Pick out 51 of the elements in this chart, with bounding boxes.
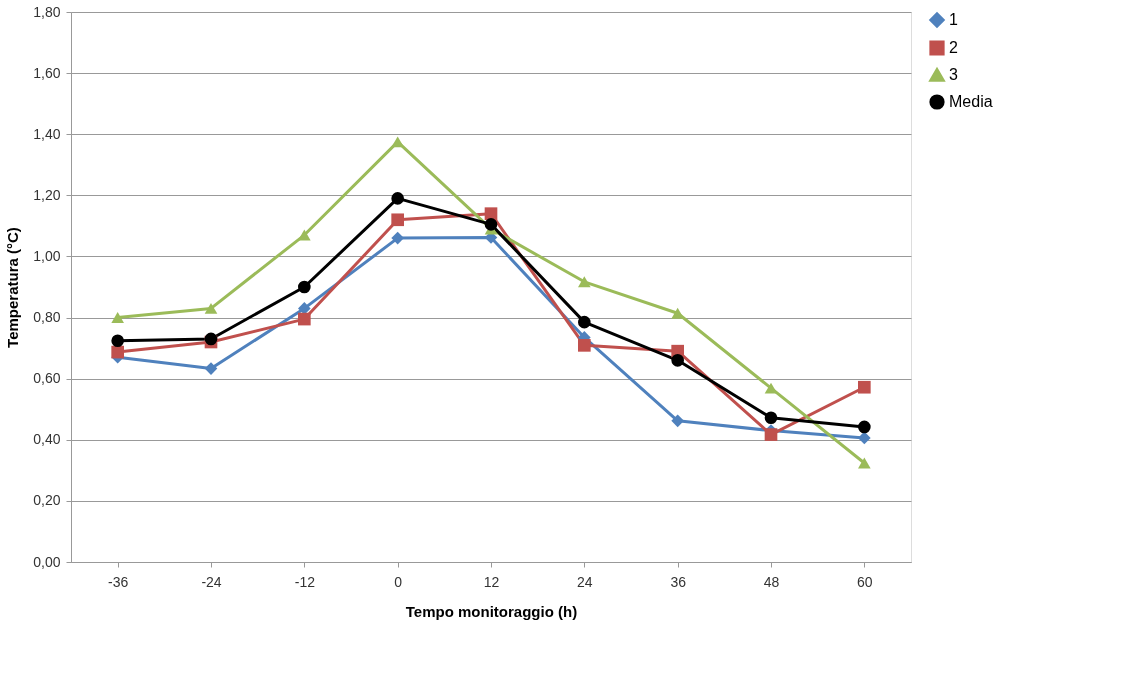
point	[111, 312, 124, 324]
y-tick-label: 1,60	[33, 64, 61, 81]
point	[858, 380, 871, 394]
y-axis-title: Temperatura (°C)	[4, 227, 22, 348]
point	[858, 431, 871, 445]
x-tick-label: -12	[294, 573, 316, 590]
x-tick-label: 36	[670, 573, 687, 590]
point	[298, 312, 311, 326]
legend-label: Media	[949, 93, 993, 110]
x-tick-label: 48	[763, 573, 780, 590]
point	[298, 280, 311, 294]
point	[391, 192, 404, 205]
y-tick-label: 0,40	[33, 431, 61, 448]
point	[298, 229, 311, 241]
point	[671, 354, 684, 367]
legend-label: 3	[949, 66, 958, 83]
x-tick-label: 24	[577, 573, 593, 590]
point	[764, 411, 778, 425]
y-tick-label: 0,80	[33, 309, 61, 326]
point	[391, 136, 404, 148]
y-tick-label: 1,40	[33, 125, 61, 142]
y-tick-label: 1,00	[33, 247, 61, 264]
point	[858, 420, 871, 434]
x-tick-label: -24	[201, 573, 222, 590]
y-tick-label: 0,20	[33, 492, 61, 509]
legend-label: 2	[949, 39, 958, 56]
point	[764, 382, 778, 394]
point	[391, 213, 404, 227]
x-tick-label: 60	[857, 573, 873, 590]
point	[578, 276, 591, 288]
y-tick-label: 0,00	[33, 553, 61, 570]
point	[204, 302, 218, 314]
point	[764, 428, 778, 441]
x-tick-label: -36	[108, 573, 129, 590]
y-tick-label: 1,80	[33, 3, 61, 20]
y-tick-label: 1,20	[33, 186, 61, 203]
x-axis-title: Tempo monitoraggio (h)	[405, 602, 578, 620]
point	[484, 207, 498, 220]
y-tick-label: 0,60	[33, 370, 61, 387]
point	[111, 345, 124, 359]
point	[671, 414, 684, 428]
point	[484, 218, 498, 231]
point	[578, 339, 591, 352]
x-tick-label: 12	[483, 573, 500, 590]
legend-label: 1	[949, 11, 958, 28]
point	[204, 362, 218, 375]
x-tick-label: 0	[394, 573, 403, 590]
point	[578, 315, 591, 329]
point	[111, 334, 124, 348]
point	[858, 457, 871, 469]
point	[391, 231, 404, 245]
